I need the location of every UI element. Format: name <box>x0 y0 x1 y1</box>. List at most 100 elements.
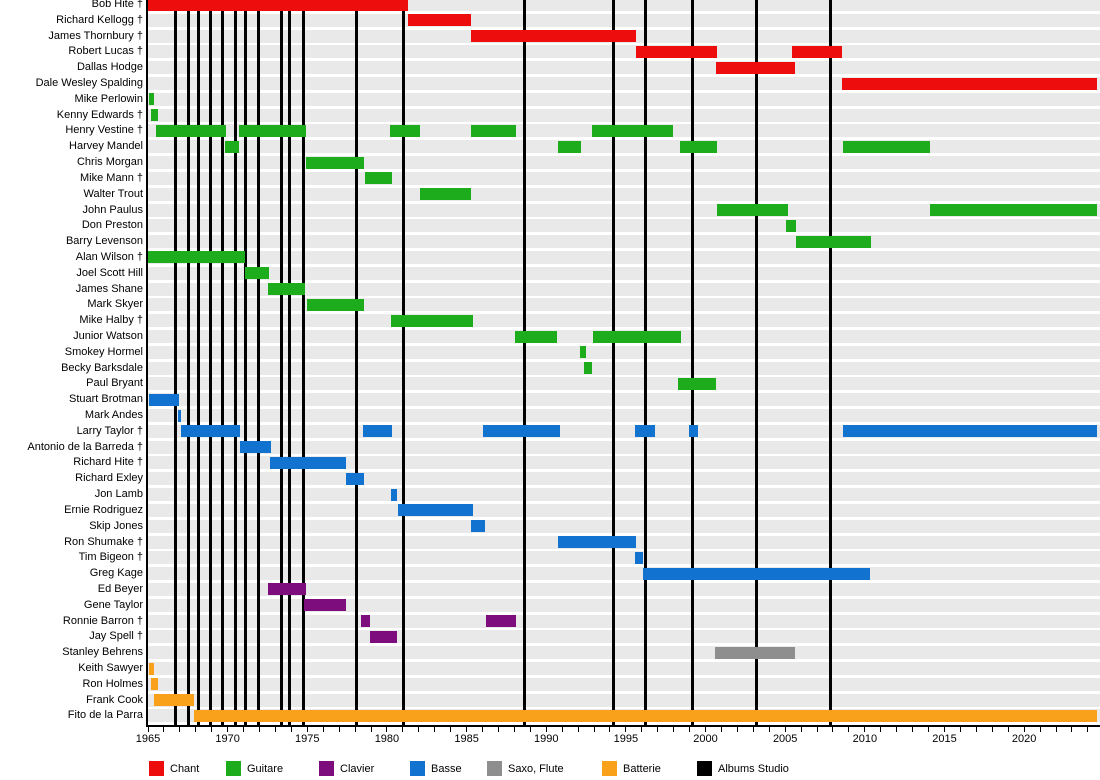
member-stint-bar-chant <box>408 14 472 27</box>
row-stripe <box>148 551 1100 565</box>
x-axis-tick <box>1087 727 1089 732</box>
member-stint-bar-chant <box>841 77 1098 90</box>
member-stint-bar-guitare <box>716 204 789 217</box>
member-name-label: Walter Trout <box>83 187 144 200</box>
x-axis-tick <box>625 727 627 732</box>
member-name-label: Joel Scott Hill <box>76 266 143 279</box>
x-axis-tick <box>880 727 882 732</box>
row-stripe <box>148 108 1100 122</box>
member-name-label: Keith Sawyer <box>78 662 143 675</box>
x-axis-tick <box>147 727 149 732</box>
row-stripe <box>148 361 1100 375</box>
x-axis-tick <box>354 727 356 732</box>
x-axis-tick <box>482 727 484 732</box>
x-axis-tick <box>163 727 165 732</box>
member-stint-bar-guitare <box>390 314 473 327</box>
album-studio-line <box>209 0 213 726</box>
member-stint-bar-basse <box>269 456 346 469</box>
row-stripe <box>148 250 1100 264</box>
member-name-label: Mark Skyer <box>87 298 143 311</box>
member-name-label: Jay Spell † <box>89 630 143 643</box>
member-stint-bar-clavier <box>361 615 371 628</box>
x-axis-tick-label: 1975 <box>295 733 320 745</box>
legend-label-saxo: Saxo, Flute <box>508 763 564 775</box>
x-axis-tick <box>896 727 898 732</box>
album-studio-line <box>187 0 191 726</box>
x-axis-tick <box>450 727 452 732</box>
row-stripe <box>148 45 1100 59</box>
member-stint-bar-basse <box>635 425 655 438</box>
member-name-label: Ronnie Barron † <box>62 614 143 627</box>
member-name-label: Ron Holmes <box>82 677 143 690</box>
x-axis-tick <box>466 727 468 732</box>
x-axis-tick <box>720 727 722 732</box>
x-axis-tick <box>912 727 914 732</box>
x-axis-tick <box>641 727 643 732</box>
member-name-label: Gene Taylor <box>83 598 143 611</box>
member-stint-bar-batterie <box>154 694 195 707</box>
member-name-label: Chris Morgan <box>76 156 143 169</box>
member-stint-bar-guitare <box>364 172 392 185</box>
legend-label-clavier: Clavier <box>340 763 375 775</box>
legend-swatch-guitare <box>226 761 241 776</box>
member-name-label: Larry Taylor † <box>76 424 143 437</box>
x-axis-tick-label: 1970 <box>215 733 240 745</box>
member-name-label: Ed Beyer <box>97 582 143 595</box>
row-stripe <box>148 156 1100 170</box>
member-stint-bar-guitare <box>268 283 305 296</box>
member-name-label: Ernie Rodriguez <box>64 503 143 516</box>
member-stint-bar-guitare <box>785 219 797 232</box>
member-stint-bar-chant <box>636 45 717 58</box>
member-stint-bar-basse <box>363 425 392 438</box>
row-stripe <box>148 519 1100 533</box>
x-axis-tick <box>832 727 834 732</box>
member-stint-bar-basse <box>482 425 560 438</box>
row-stripe <box>148 61 1100 75</box>
member-name-label: Mike Perlowin <box>74 92 143 105</box>
x-axis-tick <box>991 727 993 732</box>
legend-label-albums: Albums Studio <box>718 763 789 775</box>
member-name-label: Mike Mann † <box>80 171 143 184</box>
x-axis-tick <box>673 727 675 732</box>
x-axis-tick <box>657 727 659 732</box>
x-axis-tick-label: 2005 <box>772 733 798 745</box>
x-axis-tick <box>418 727 420 732</box>
x-axis-tick <box>195 727 197 732</box>
member-stint-bar-chant <box>715 61 795 74</box>
member-stint-bar-guitare <box>238 124 306 137</box>
member-stint-bar-guitare <box>558 140 582 153</box>
member-name-label: Antonio de la Barreda † <box>27 440 143 453</box>
member-stint-bar-chant <box>148 0 409 11</box>
legend-label-batterie: Batterie <box>623 763 661 775</box>
x-axis-tick <box>848 727 850 732</box>
x-axis-tick <box>1007 727 1009 732</box>
member-name-label: James Thornbury † <box>48 29 143 42</box>
x-axis-tick <box>338 727 340 732</box>
row-stripe <box>148 314 1100 328</box>
member-stint-bar-guitare <box>580 346 587 359</box>
legend-swatch-albums <box>697 761 712 776</box>
member-stint-bar-guitare <box>680 140 718 153</box>
member-stint-bar-clavier <box>304 599 346 612</box>
member-name-label: Dale Wesley Spalding <box>35 77 143 90</box>
x-axis-tick <box>577 727 579 732</box>
row-stripe <box>148 646 1100 660</box>
x-axis-tick <box>227 727 229 732</box>
row-stripe <box>148 488 1100 502</box>
x-axis-tick <box>800 727 802 732</box>
album-studio-line <box>301 0 305 726</box>
member-name-label: Mike Halby † <box>79 314 143 327</box>
album-studio-line <box>755 0 759 726</box>
member-name-label: Henry Vestine † <box>65 124 143 137</box>
x-axis-tick <box>211 727 213 732</box>
x-axis-tick <box>290 727 292 732</box>
x-axis-tick-label: 1995 <box>613 733 639 745</box>
album-studio-line <box>402 0 406 726</box>
member-stint-bar-basse <box>471 520 485 533</box>
x-axis-tick-label: 2010 <box>852 733 878 745</box>
x-axis-tick <box>243 727 245 732</box>
member-stint-bar-batterie <box>148 662 155 675</box>
member-name-label: John Paulus <box>82 203 143 216</box>
x-axis-tick <box>752 727 754 732</box>
album-studio-line <box>644 0 648 726</box>
